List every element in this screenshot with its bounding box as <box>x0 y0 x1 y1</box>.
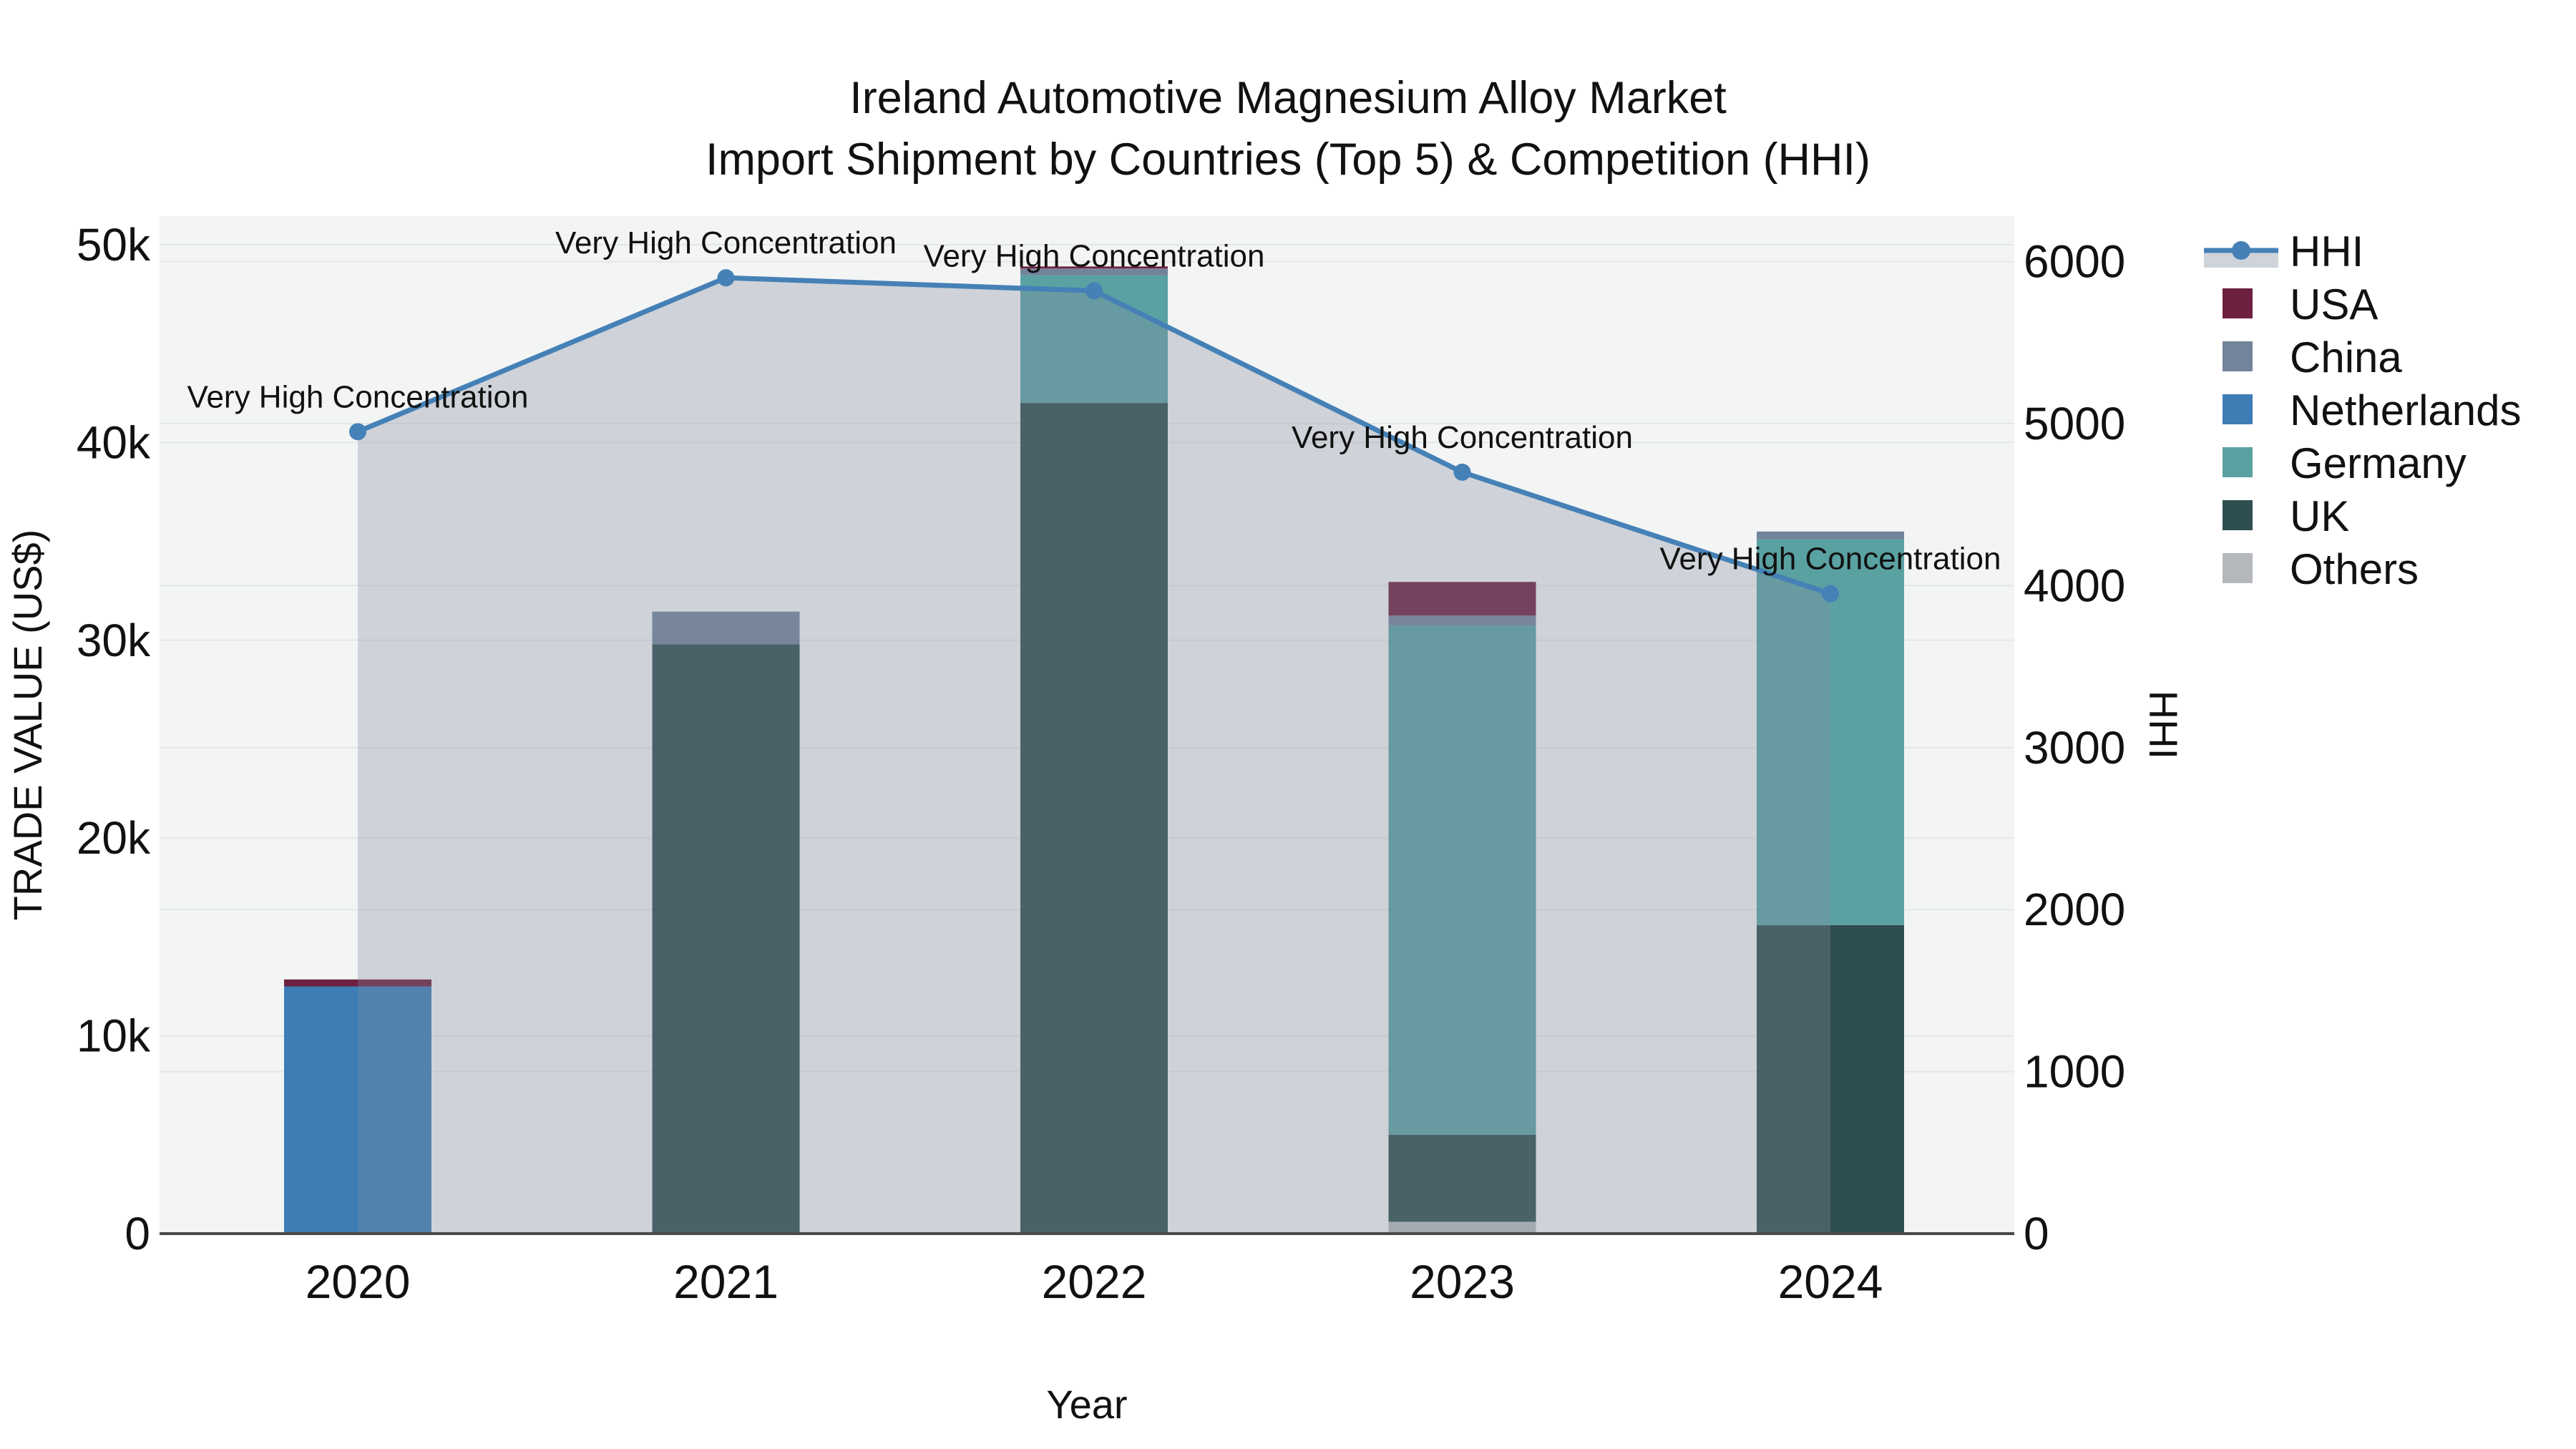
legend-item-china[interactable]: China <box>2223 333 2402 381</box>
x-tick-2024: 2024 <box>1778 1255 1883 1308</box>
y-right-tick-5000: 5000 <box>2024 398 2125 449</box>
bar-segment-uk-2024 <box>1757 924 1904 1234</box>
legend-label-china: China <box>2290 333 2402 381</box>
y-right-tick-1000: 1000 <box>2024 1046 2125 1098</box>
legend-swatch-china <box>2223 341 2253 371</box>
y-left-tick-40k: 40k <box>77 416 151 468</box>
x-tick-2023: 2023 <box>1410 1255 1515 1308</box>
y-right-tick-3000: 3000 <box>2024 722 2125 774</box>
legend-label-germany: Germany <box>2290 439 2467 487</box>
legend-hhi-marker <box>2232 241 2250 260</box>
bar-segment-uk-2023 <box>1388 1134 1536 1222</box>
bar-segment-usa-2022 <box>1020 266 1168 269</box>
chart-title-line2: Import Shipment by Countries (Top 5) & C… <box>705 135 1871 185</box>
bar-segment-china-2023 <box>1388 615 1536 626</box>
y-right-tick-6000: 6000 <box>2024 236 2125 288</box>
annotation-2020: Very High Concentration <box>187 379 529 414</box>
x-tick-2022: 2022 <box>1042 1255 1147 1308</box>
x-tick-2020: 2020 <box>306 1255 411 1308</box>
x-axis-title: Year <box>1046 1382 1127 1427</box>
legend-item-uk[interactable]: UK <box>2223 492 2349 540</box>
legend-swatch-netherlands <box>2223 394 2253 424</box>
hhi-marker-2022 <box>1085 282 1103 300</box>
legend-swatch-germany <box>2223 447 2253 477</box>
bar-segment-others-2023 <box>1388 1221 1536 1234</box>
bar-segment-germany-2024 <box>1757 539 1904 925</box>
hhi-marker-2023 <box>1453 463 1471 481</box>
legend-swatch-usa <box>2223 288 2253 318</box>
hhi-marker-2024 <box>1822 585 1839 602</box>
legend-item-usa[interactable]: USA <box>2223 280 2378 328</box>
bar-segment-china-2024 <box>1757 531 1904 540</box>
y-left-tick-30k: 30k <box>77 615 151 666</box>
annotation-2021: Very High Concentration <box>555 225 897 260</box>
legend-label-hhi: HHI <box>2290 228 2363 275</box>
bar-segment-china-2022 <box>1020 268 1168 275</box>
legend-item-others[interactable]: Others <box>2223 545 2419 593</box>
legend-swatch-uk <box>2223 500 2253 530</box>
bar-segment-china-2021 <box>652 611 800 645</box>
y-right-tick-2000: 2000 <box>2024 884 2125 935</box>
legend-item-netherlands[interactable]: Netherlands <box>2223 386 2522 434</box>
y-right-tick-4000: 4000 <box>2024 560 2125 611</box>
bar-segment-uk-2021 <box>652 644 800 1234</box>
bar-segment-netherlands-2020 <box>284 986 431 1234</box>
x-tick-2021: 2021 <box>673 1255 779 1308</box>
legend-label-uk: UK <box>2290 492 2349 540</box>
bar-segment-usa-2023 <box>1388 582 1536 616</box>
chart-title: Ireland Automotive Magnesium Alloy Marke… <box>0 67 2576 190</box>
hhi-marker-2020 <box>349 423 366 441</box>
annotation-2024: Very High Concentration <box>1660 542 2001 577</box>
legend-label-netherlands: Netherlands <box>2290 386 2522 434</box>
annotation-2023: Very High Concentration <box>1292 420 1633 455</box>
y-right-axis-title: HHI <box>2141 691 2186 759</box>
legend-label-usa: USA <box>2290 280 2378 328</box>
bar-segment-uk-2022 <box>1020 403 1168 1234</box>
y-left-tick-20k: 20k <box>77 812 151 864</box>
y-left-tick-0: 0 <box>125 1208 150 1259</box>
y-left-tick-50k: 50k <box>77 219 151 270</box>
hhi-area-fill <box>358 278 1830 1234</box>
legend-item-hhi[interactable]: HHI <box>2204 228 2363 275</box>
hhi-marker-2021 <box>717 269 735 287</box>
legend-label-others: Others <box>2290 545 2419 593</box>
bar-segment-germany-2023 <box>1388 625 1536 1135</box>
y-left-tick-10k: 10k <box>77 1010 151 1062</box>
y-left-axis-title: TRADE VALUE (US$) <box>5 530 50 921</box>
legend-item-germany[interactable]: Germany <box>2223 439 2467 487</box>
bar-segment-usa-2020 <box>284 979 431 987</box>
chart-title-line1: Ireland Automotive Magnesium Alloy Marke… <box>849 73 1727 123</box>
legend-swatch-others <box>2223 553 2253 583</box>
y-right-tick-0: 0 <box>2024 1208 2049 1259</box>
annotation-2022: Very High Concentration <box>924 238 1265 273</box>
